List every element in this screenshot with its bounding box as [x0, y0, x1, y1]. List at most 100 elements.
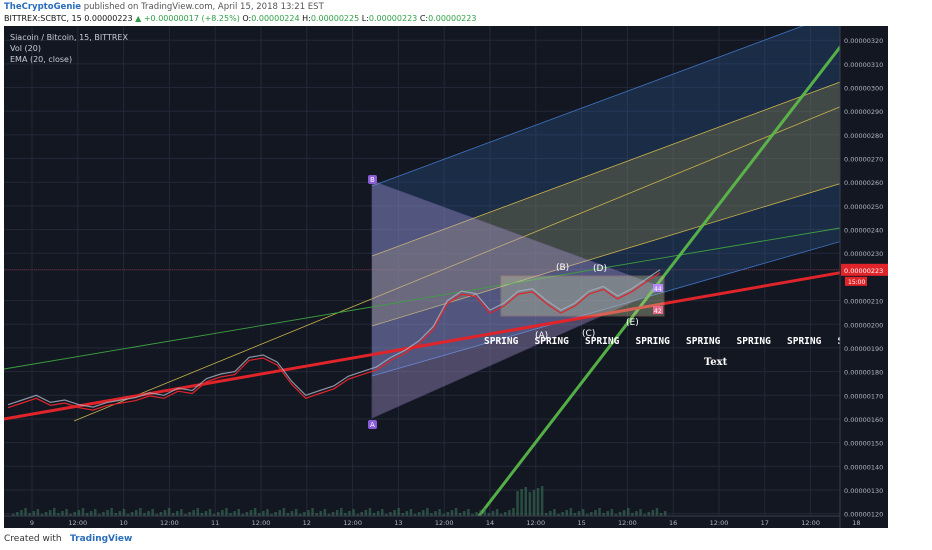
volume-bar	[196, 508, 199, 516]
volume-bar	[647, 512, 650, 516]
volume-bar	[249, 510, 253, 516]
legend-volume: Vol (20)	[10, 44, 41, 53]
volume-bar	[352, 509, 355, 516]
volume-bar	[89, 511, 93, 516]
volume-bar	[102, 512, 105, 516]
volume-bar	[499, 514, 503, 516]
volume-bar	[536, 488, 540, 516]
fork-group	[4, 26, 840, 516]
volume-bar	[65, 509, 68, 516]
ema-line	[7, 272, 661, 411]
anchor-a-label: A	[370, 421, 375, 429]
volume-bar	[323, 509, 327, 516]
volume-bar	[413, 514, 417, 516]
tradingview-logo[interactable]: TradingView	[70, 534, 133, 544]
volume-bar	[389, 512, 392, 516]
volume-bar	[245, 512, 249, 516]
volume-bars	[12, 486, 667, 516]
volume-bar	[106, 510, 109, 516]
fork-lower-line	[371, 241, 840, 377]
volume-bar	[586, 514, 589, 516]
volume-bar	[159, 512, 163, 516]
volume-bar	[606, 511, 609, 516]
price-tick-label: 0.00000270	[844, 156, 883, 164]
time-tick-label: 10	[119, 519, 127, 527]
volume-bar	[659, 513, 663, 516]
volume-bar	[192, 510, 195, 516]
volume-bar	[258, 513, 261, 516]
volume-bar	[171, 513, 175, 516]
price-tick-label: 0.00000160	[844, 416, 883, 424]
volume-bar	[77, 510, 81, 516]
volume-bar	[471, 514, 474, 516]
volume-bar	[270, 514, 273, 516]
price-chart[interactable]: (A) (B) (C) (D) (E) A B Text SPRING SPRING SPRING S…	[4, 26, 888, 528]
volume-bar	[290, 511, 294, 516]
volume-bar	[397, 508, 400, 516]
box-label-44: 44	[654, 286, 662, 293]
price-tick-label: 0.00000200	[844, 321, 883, 329]
volume-bar	[143, 513, 146, 516]
volume-bar	[151, 509, 154, 516]
volume-bar	[208, 509, 212, 516]
volume-bar	[48, 510, 52, 516]
anchor-a-badge	[368, 420, 377, 429]
wave-label-e: (E)	[626, 318, 639, 328]
time-tick-label: 12:00	[252, 519, 271, 527]
volume-bar	[553, 509, 556, 516]
volume-bar	[573, 513, 577, 516]
volume-bar	[233, 511, 236, 516]
price-tick-label: 0.00000210	[844, 298, 883, 306]
price-change: ▲ +0.00000017 (+8.25%)	[135, 14, 240, 23]
volume-bar	[405, 511, 409, 516]
volume-bar	[262, 511, 265, 516]
volume-bar	[561, 512, 564, 516]
volume-bar	[282, 508, 286, 516]
volume-bar	[311, 508, 314, 516]
volume-bar	[85, 513, 89, 516]
volume-bar	[16, 512, 19, 516]
last-price-tag	[841, 263, 888, 276]
volume-bar	[463, 511, 466, 516]
volume-bar	[278, 510, 281, 516]
time-tick-label: 18	[852, 519, 860, 527]
time-tick-label: 13	[394, 519, 402, 527]
price-tick-label: 0.00000320	[844, 37, 883, 45]
author-link[interactable]: TheCryptoGenie	[4, 2, 82, 12]
last-time-tag	[845, 276, 867, 286]
time-tick-label: 16	[669, 519, 677, 527]
publish-header: TheCryptoGenie published on TradingView.…	[0, 0, 932, 26]
created-with-label: Created with	[4, 534, 62, 544]
anchor-b-badge	[368, 175, 377, 184]
volume-bar	[110, 508, 113, 516]
volume-bar	[44, 512, 48, 516]
price-tick-label: 0.00000190	[844, 345, 883, 353]
volume-bar	[274, 512, 277, 516]
volume-bar	[401, 513, 404, 516]
chart-background	[4, 26, 888, 528]
drawing-tools	[4, 26, 840, 516]
spring-label: SPRING	[585, 336, 620, 347]
volume-bar	[417, 512, 421, 516]
volume-bar	[241, 514, 245, 516]
volume-bar	[57, 513, 60, 516]
wave-label-a: (A)	[535, 331, 548, 341]
spring-label: SPRING	[484, 336, 519, 347]
volume-bar	[69, 514, 72, 516]
symbol-label: BITTREX:SCBTC, 15	[4, 14, 82, 23]
publish-info: published on TradingView.com, April 15, …	[83, 2, 324, 12]
volume-bar	[545, 513, 548, 516]
price-tick-label: 0.00000290	[844, 108, 883, 116]
chart-panel[interactable]: (A) (B) (C) (D) (E) A B Text SPRING SPRING SPRING S…	[4, 26, 888, 528]
fork-median	[73, 106, 840, 422]
volume-bar	[577, 511, 581, 516]
volume-bar	[430, 513, 433, 516]
volume-bar	[155, 514, 158, 516]
volume-bar	[217, 512, 220, 516]
spring-label: SPRING	[636, 336, 671, 347]
time-tick-label: 12:00	[435, 519, 454, 527]
box-label-44-bg	[653, 284, 663, 292]
fork-outer-zone	[372, 26, 840, 376]
volume-bar	[184, 514, 187, 516]
price-series	[7, 269, 661, 411]
